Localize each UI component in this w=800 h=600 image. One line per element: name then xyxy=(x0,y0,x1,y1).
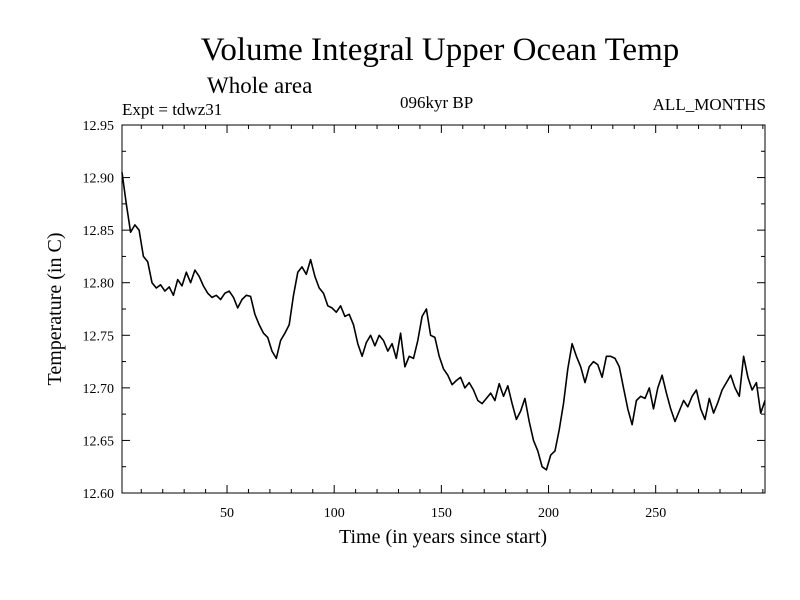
y-tick-label: 12.75 xyxy=(83,329,115,344)
chart-subtitle: Whole area xyxy=(207,73,313,98)
axis-ticks xyxy=(122,124,765,494)
x-tick-label: 250 xyxy=(645,506,666,521)
x-tick-label: 200 xyxy=(538,506,559,521)
experiment-label: Expt = tdwz31 xyxy=(122,100,223,119)
x-tick-labels: 50 100 150 200 250 xyxy=(220,506,666,521)
y-tick-label: 12.60 xyxy=(83,487,115,502)
data-series xyxy=(121,172,766,471)
y-tick-label: 12.65 xyxy=(83,434,115,449)
y-tick-labels: 12.60 12.65 12.70 12.75 12.80 12.85 12.90 12.95 xyxy=(83,119,115,502)
x-tick-label: 100 xyxy=(324,506,345,521)
y-tick-label: 12.85 xyxy=(83,224,115,239)
y-tick-label: 12.70 xyxy=(83,382,115,397)
season-label: ALL_MONTHS xyxy=(652,95,766,114)
epoch-label: 096kyr BP xyxy=(400,93,474,112)
chart-title: Volume Integral Upper Ocean Temp xyxy=(200,32,680,68)
plot-frame xyxy=(121,124,766,494)
x-axis-label: Time (in years since start) xyxy=(339,526,547,548)
y-tick-label: 12.80 xyxy=(83,277,115,292)
x-tick-label: 150 xyxy=(431,506,452,521)
x-tick-label: 50 xyxy=(220,506,234,521)
series-line xyxy=(121,172,766,471)
y-axis-label: Temperature (in C) xyxy=(44,233,66,386)
y-tick-label: 12.95 xyxy=(83,119,115,134)
y-tick-label: 12.90 xyxy=(83,172,115,187)
